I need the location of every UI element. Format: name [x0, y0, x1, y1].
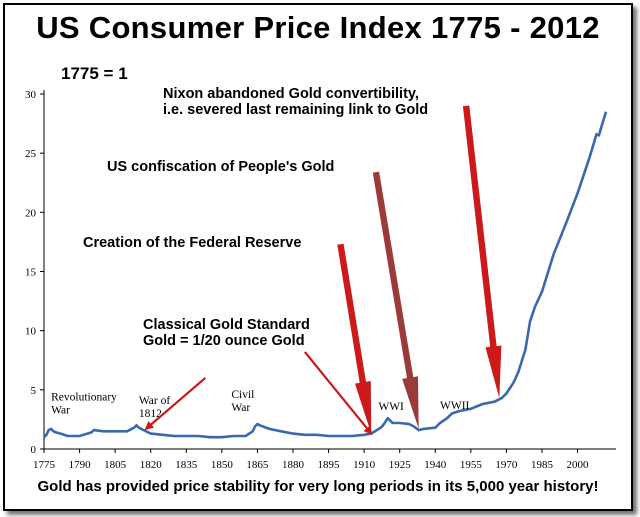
x-tick-label: 1820	[140, 459, 163, 471]
axes: 0 5 10 15 20 25 30 1775 1790 1805 1820 1835 1850 1865…	[25, 89, 616, 471]
annotation-text-line: Classical Gold Standard	[143, 317, 310, 333]
x-tick-label: 1940	[424, 459, 447, 471]
event-label-line: War	[51, 404, 70, 416]
chart-frame	[3, 3, 633, 511]
event-label: Revolutionary War	[51, 391, 117, 416]
event-label: War of 1812	[139, 395, 170, 420]
annotation-text-line: i.e. severed last remaining link to Gold	[163, 102, 428, 118]
x-tick-label: 1910	[353, 459, 376, 471]
event-label-line: War of	[139, 395, 170, 407]
event-label: Civil War	[231, 389, 254, 414]
x-tick-label: 1985	[531, 459, 554, 471]
cpi-series-line	[43, 111, 608, 439]
annotation-text: Nixon abandoned Gold convertibility, i.e.…	[163, 86, 428, 118]
event-label-line: WWI	[378, 401, 404, 413]
annotation-arrow	[144, 377, 206, 431]
x-tick-label: 1790	[69, 459, 92, 471]
annotation-arrow	[337, 243, 372, 434]
event-label: WWI	[378, 401, 404, 413]
series-layer	[43, 111, 608, 439]
event-label-line: 1812	[139, 408, 162, 420]
x-tick-label: 1850	[211, 459, 234, 471]
y-tick-label: 20	[25, 207, 37, 219]
annotation-text: US confiscation of People's Gold	[107, 159, 334, 175]
annotation-text: Creation of the Federal Reserve	[83, 235, 301, 251]
y-tick-label: 30	[25, 89, 37, 101]
x-tick-label: 1865	[246, 459, 269, 471]
event-label-line: Civil	[231, 389, 254, 401]
annotations-layer: Nixon abandoned Gold convertibility, i.e.…	[83, 86, 502, 435]
chart-subtitle: 1775 = 1	[61, 64, 128, 83]
event-label-line: Revolutionary	[51, 391, 117, 403]
annotation-arrow	[462, 105, 502, 399]
y-tick-label: 10	[25, 326, 37, 338]
x-tick-label: 1880	[282, 459, 305, 471]
event-label: WWII	[440, 400, 470, 412]
x-tick-label: 1955	[460, 459, 483, 471]
annotation-text: Classical Gold Standard Gold = 1/20 ounce…	[143, 317, 310, 349]
annotation-text-line: Gold = 1/20 ounce Gold	[143, 333, 305, 349]
x-tick-label: 2000	[567, 459, 590, 471]
y-tick-label: 0	[31, 444, 37, 456]
y-tick-label: 5	[31, 385, 37, 397]
y-tick-label: 25	[25, 148, 37, 160]
x-tick-label: 1925	[389, 459, 412, 471]
x-tick-label: 1895	[318, 459, 341, 471]
annotation-arrow	[303, 351, 373, 435]
annotation-text-line: US confiscation of People's Gold	[107, 159, 334, 175]
y-tick-label: 15	[25, 267, 37, 279]
x-tick-label: 1775	[33, 459, 56, 471]
annotation-arrow	[372, 171, 419, 429]
chart-title: US Consumer Price Index 1775 - 2012	[36, 10, 600, 45]
chart-footer: Gold has provided price stability for ve…	[37, 478, 599, 495]
x-tick-label: 1835	[175, 459, 198, 471]
x-tick-label: 1970	[495, 459, 518, 471]
annotation-text-line: Creation of the Federal Reserve	[83, 235, 301, 251]
event-label-line: War	[231, 402, 250, 414]
x-tick-label: 1805	[104, 459, 127, 471]
annotation-text-line: Nixon abandoned Gold convertibility,	[163, 86, 419, 102]
event-label-line: WWII	[440, 400, 470, 412]
